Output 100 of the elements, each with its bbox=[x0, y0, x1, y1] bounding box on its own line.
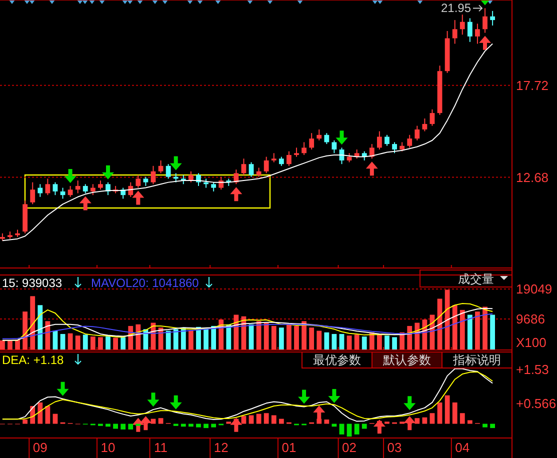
bar bbox=[45, 406, 50, 424]
y-tick-label: +0.566 bbox=[516, 396, 556, 412]
y-tick-label: +1.53 bbox=[516, 362, 549, 377]
candlestick bbox=[467, 18, 472, 42]
bar bbox=[324, 420, 330, 424]
candlestick bbox=[302, 142, 306, 156]
bar bbox=[482, 424, 488, 428]
bar bbox=[467, 420, 472, 424]
bar bbox=[278, 328, 284, 350]
bar bbox=[68, 333, 73, 350]
candlestick bbox=[158, 160, 164, 174]
candlestick bbox=[422, 118, 428, 132]
bar bbox=[490, 314, 495, 350]
bar bbox=[286, 324, 292, 350]
candlestick bbox=[392, 142, 397, 154]
bar bbox=[38, 402, 43, 424]
x-tick-label: 12 bbox=[214, 440, 228, 455]
bar bbox=[256, 321, 262, 350]
bar bbox=[278, 418, 284, 424]
y-tick-label: 17.72 bbox=[516, 78, 549, 93]
candlestick bbox=[38, 184, 43, 198]
candlestick bbox=[150, 165, 156, 185]
candlestick bbox=[482, 8, 488, 34]
bar bbox=[339, 424, 344, 434]
candlestick bbox=[106, 182, 110, 196]
bar bbox=[22, 420, 28, 424]
annotation: 指标说明 bbox=[452, 353, 501, 367]
bar bbox=[302, 321, 306, 350]
candlestick bbox=[82, 184, 88, 194]
candlestick bbox=[369, 144, 374, 160]
y-tick-label: 12.68 bbox=[516, 170, 549, 185]
bar bbox=[309, 328, 314, 350]
bar bbox=[422, 417, 428, 424]
bar bbox=[407, 326, 412, 350]
candlestick bbox=[407, 134, 412, 148]
bar bbox=[384, 336, 390, 350]
candlestick bbox=[256, 167, 262, 178]
bar bbox=[45, 321, 50, 350]
bar bbox=[8, 341, 12, 350]
candlestick bbox=[309, 132, 314, 150]
candlestick bbox=[166, 164, 171, 180]
bar bbox=[430, 413, 435, 424]
bar bbox=[211, 424, 216, 428]
bar bbox=[120, 337, 126, 350]
candlestick bbox=[332, 140, 337, 154]
candlestick bbox=[286, 150, 292, 166]
bar bbox=[437, 402, 442, 424]
bar bbox=[0, 340, 5, 350]
annotation: 成交量 bbox=[458, 272, 494, 286]
text: MAVOL20: 1041860 bbox=[91, 276, 200, 290]
candlestick bbox=[52, 182, 58, 196]
candlestick bbox=[30, 182, 36, 205]
candlestick bbox=[278, 156, 284, 166]
bar bbox=[467, 314, 472, 350]
bar bbox=[90, 336, 96, 350]
bar bbox=[346, 424, 352, 437]
bar bbox=[158, 418, 164, 424]
candlestick bbox=[475, 23, 480, 44]
candlestick bbox=[384, 134, 390, 146]
x-tick-label: 01 bbox=[282, 440, 296, 455]
bar bbox=[377, 334, 382, 350]
bar bbox=[490, 424, 495, 428]
bar bbox=[444, 395, 450, 424]
candlestick bbox=[271, 152, 276, 163]
annotation: 默认参数 bbox=[382, 353, 431, 367]
candlestick bbox=[211, 182, 216, 192]
annotation: 21.95 bbox=[440, 1, 472, 16]
candlestick bbox=[218, 176, 224, 190]
bar bbox=[414, 418, 420, 424]
bar bbox=[264, 413, 269, 424]
bar bbox=[460, 310, 465, 350]
x-tick-label: 11 bbox=[154, 440, 168, 455]
x-tick-label: 10 bbox=[100, 440, 116, 455]
bar bbox=[234, 314, 239, 350]
bar bbox=[271, 326, 276, 350]
text: 15: 939033 bbox=[2, 276, 62, 290]
candlestick bbox=[241, 158, 246, 176]
bar bbox=[354, 334, 360, 350]
x-tick-label: 09 bbox=[32, 440, 48, 455]
y-tick-label: 9686 bbox=[516, 312, 545, 327]
bar bbox=[316, 330, 322, 350]
bar bbox=[196, 424, 201, 428]
bar bbox=[204, 424, 208, 428]
bar bbox=[294, 326, 299, 350]
bar bbox=[218, 320, 224, 350]
candlestick bbox=[377, 130, 382, 150]
bar bbox=[52, 414, 58, 424]
candlestick bbox=[68, 185, 73, 198]
bar bbox=[188, 330, 194, 350]
candlestick bbox=[136, 174, 141, 188]
bar bbox=[324, 332, 330, 350]
bar bbox=[271, 415, 276, 424]
dropdown: 成交量 bbox=[420, 270, 512, 288]
candlestick bbox=[264, 156, 269, 174]
bar bbox=[98, 337, 103, 350]
bar bbox=[264, 322, 269, 350]
bar bbox=[106, 336, 110, 350]
candlestick bbox=[143, 176, 148, 186]
bar bbox=[128, 424, 134, 430]
bar bbox=[452, 402, 458, 424]
